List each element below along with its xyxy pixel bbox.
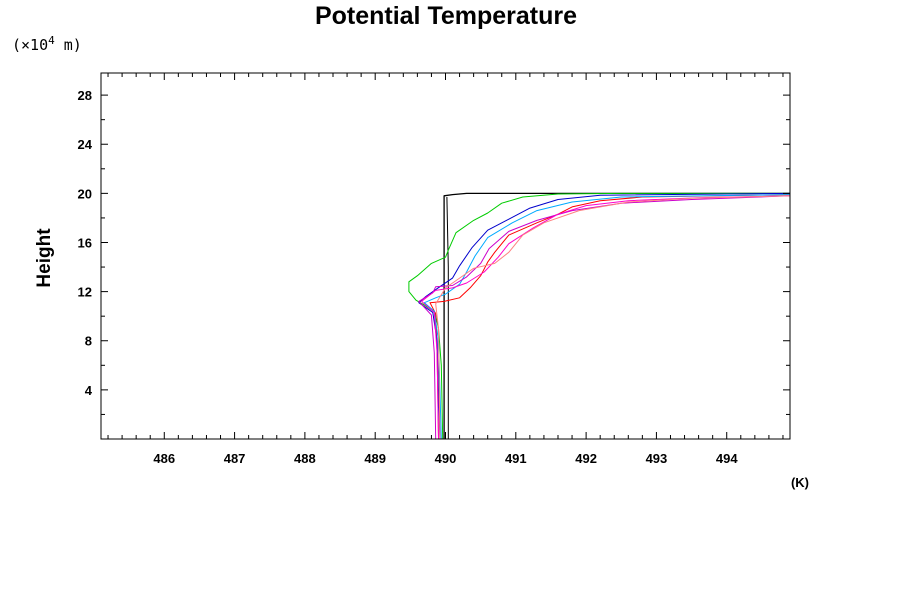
y-tick-label: 24	[78, 137, 93, 152]
y-unit-prefix: (×10	[12, 36, 48, 54]
x-tick-label: 490	[435, 451, 457, 466]
x-tick-label: 488	[294, 451, 316, 466]
y-tick-label: 4	[85, 383, 93, 398]
series-line-7	[418, 195, 791, 440]
x-tick-label: 487	[224, 451, 246, 466]
chart-title: Potential Temperature	[315, 2, 577, 30]
y-unit-label: (×104 m)	[12, 34, 82, 54]
series-line-2	[446, 196, 449, 439]
y-axis-label: Height	[34, 228, 55, 288]
series-line-1	[443, 192, 790, 439]
x-tick-label: 494	[716, 451, 738, 466]
y-tick-label: 8	[85, 334, 92, 349]
x-unit-label: (K)	[791, 475, 809, 490]
series-line-9	[435, 195, 791, 440]
series-line-5	[418, 192, 791, 440]
x-tick-label: 486	[153, 451, 175, 466]
y-tick-label: 20	[78, 186, 92, 201]
x-tick-label: 492	[575, 451, 597, 466]
x-tick-label: 489	[364, 451, 386, 466]
y-unit-suffix: m)	[55, 36, 82, 54]
y-tick-label: 12	[78, 285, 92, 300]
y-tick-label: 28	[78, 88, 92, 103]
x-tick-label: 493	[646, 451, 668, 466]
series-line-6	[423, 194, 791, 440]
x-tick-label: 491	[505, 451, 527, 466]
axes-layer: 486 487 488 489 490 491 492 493 494 4 8 12 16 20 24 28	[78, 72, 791, 466]
series-line-4	[429, 194, 791, 440]
y-tick-label: 16	[78, 235, 92, 250]
series-line-3	[408, 192, 790, 440]
series-layer	[408, 192, 791, 440]
y-unit-exponent: 4	[48, 34, 55, 47]
series-line-8	[421, 195, 791, 440]
